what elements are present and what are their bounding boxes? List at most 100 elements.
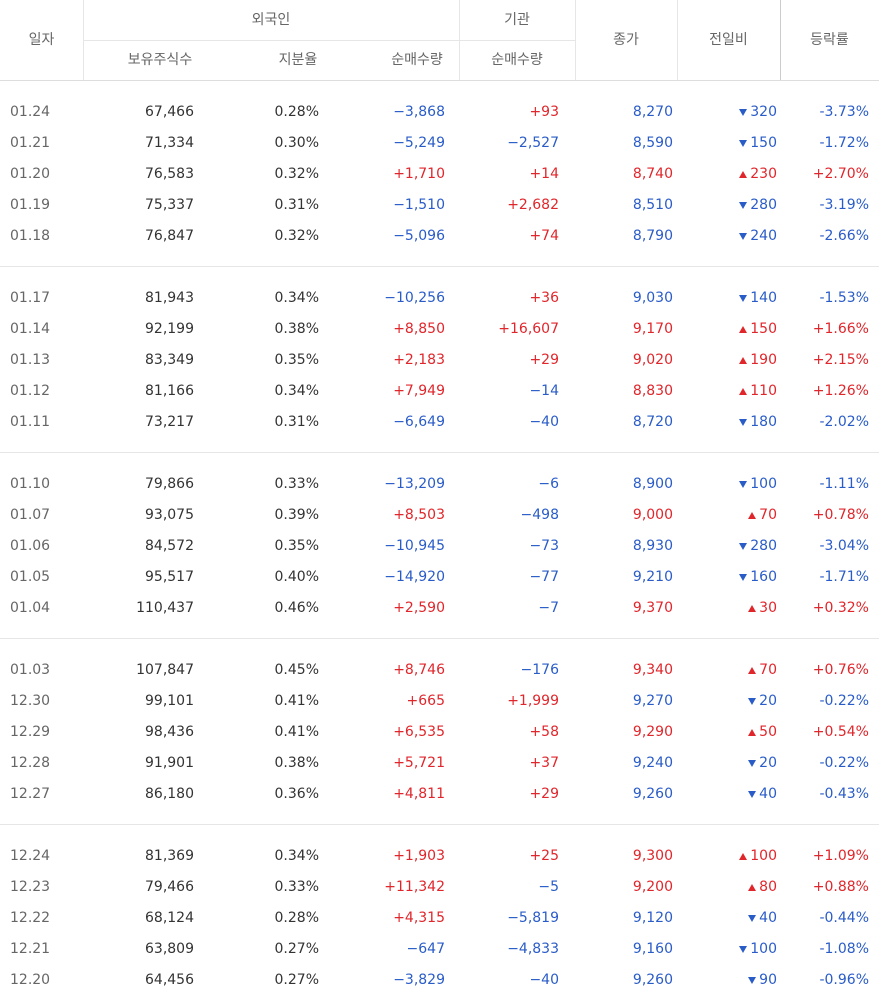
close: 9,020 <box>632 352 673 368</box>
group-separator <box>0 638 879 639</box>
header-rate: 등락률 <box>810 32 849 48</box>
ratio: 0.38% <box>274 321 319 337</box>
ratio: 0.35% <box>274 352 319 368</box>
change-cell: 100 <box>739 846 777 866</box>
direction-arrow <box>739 573 748 581</box>
date: 01.07 <box>10 507 51 523</box>
foreign-net: −3,829 <box>393 972 445 988</box>
inst-net: −498 <box>520 507 559 523</box>
holdings: 67,466 <box>145 104 194 120</box>
holdings: 92,199 <box>145 321 194 337</box>
group-separator <box>0 266 879 267</box>
close: 9,340 <box>632 662 673 678</box>
rate: -1.72% <box>819 135 869 151</box>
inst-net: −6 <box>538 476 559 492</box>
foreign-net: +8,503 <box>393 507 445 523</box>
inst-net: +74 <box>529 228 559 244</box>
header-inst-net: 순매수량 <box>491 52 543 68</box>
change-cell: 100 <box>739 474 777 494</box>
change: 100 <box>750 848 777 864</box>
holdings: 81,369 <box>145 848 194 864</box>
ratio: 0.41% <box>274 724 319 740</box>
header-divider <box>677 0 678 80</box>
header-bottom-line <box>0 80 879 81</box>
ratio: 0.31% <box>274 197 319 213</box>
change-cell: 30 <box>748 598 777 618</box>
inst-net: +14 <box>529 166 559 182</box>
close: 9,260 <box>632 786 673 802</box>
foreign-net: +665 <box>406 693 445 709</box>
foreign-net: −5,249 <box>393 135 445 151</box>
foreign-net: −5,096 <box>393 228 445 244</box>
group-separator <box>0 452 879 453</box>
close: 9,210 <box>632 569 673 585</box>
close: 9,260 <box>632 972 673 988</box>
change: 70 <box>759 507 777 523</box>
ratio: 0.38% <box>274 755 319 771</box>
rate: +2.15% <box>812 352 869 368</box>
ratio: 0.39% <box>274 507 319 523</box>
foreign-net: +4,315 <box>393 910 445 926</box>
change-cell: 150 <box>739 319 777 339</box>
inst-net: +58 <box>529 724 559 740</box>
date: 12.21 <box>10 941 51 957</box>
date: 12.28 <box>10 755 51 771</box>
change-cell: 70 <box>748 660 777 680</box>
close: 9,000 <box>632 507 673 523</box>
change: 150 <box>750 135 777 151</box>
close: 8,930 <box>632 538 673 554</box>
change: 20 <box>759 755 777 771</box>
change: 280 <box>750 538 777 554</box>
rate: -1.11% <box>819 476 869 492</box>
change: 110 <box>750 383 777 399</box>
holdings: 98,436 <box>145 724 194 740</box>
ratio: 0.41% <box>274 693 319 709</box>
change: 70 <box>759 662 777 678</box>
inst-net: −7 <box>538 600 559 616</box>
ratio: 0.31% <box>274 414 319 430</box>
ratio: 0.32% <box>274 228 319 244</box>
holdings: 63,809 <box>145 941 194 957</box>
inst-net: +2,682 <box>507 197 559 213</box>
close: 9,370 <box>632 600 673 616</box>
ratio: 0.27% <box>274 941 319 957</box>
ratio: 0.32% <box>274 166 319 182</box>
foreign-net: +8,746 <box>393 662 445 678</box>
ratio: 0.28% <box>274 104 319 120</box>
inst-net: +25 <box>529 848 559 864</box>
rate: +0.76% <box>812 662 869 678</box>
rate: -3.04% <box>819 538 869 554</box>
inst-net: −40 <box>529 414 559 430</box>
change: 240 <box>750 228 777 244</box>
inst-net: +16,607 <box>498 321 559 337</box>
change: 140 <box>750 290 777 306</box>
change-cell: 240 <box>739 226 777 246</box>
change-cell: 70 <box>748 505 777 525</box>
change-cell: 160 <box>739 567 777 587</box>
header-foreign: 외국인 <box>251 12 291 28</box>
foreign-net: −647 <box>406 941 445 957</box>
direction-arrow <box>748 728 757 736</box>
close: 8,590 <box>632 135 673 151</box>
close: 8,510 <box>632 197 673 213</box>
date: 01.21 <box>10 135 51 151</box>
holdings: 76,847 <box>145 228 194 244</box>
inst-net: −73 <box>529 538 559 554</box>
foreign-net: +7,949 <box>393 383 445 399</box>
foreign-net: +5,721 <box>393 755 445 771</box>
direction-arrow <box>739 108 748 116</box>
rate: -0.43% <box>819 786 869 802</box>
rate: -3.73% <box>819 104 869 120</box>
ratio: 0.30% <box>274 135 319 151</box>
close: 8,790 <box>632 228 673 244</box>
inst-net: −2,527 <box>507 135 559 151</box>
direction-arrow <box>739 542 748 550</box>
change-cell: 90 <box>748 970 777 990</box>
holdings: 84,572 <box>145 538 194 554</box>
header-mid-line <box>83 40 575 41</box>
inst-net: +93 <box>529 104 559 120</box>
ratio: 0.33% <box>274 476 319 492</box>
ratio: 0.34% <box>274 848 319 864</box>
close: 8,270 <box>632 104 673 120</box>
direction-arrow <box>739 201 748 209</box>
